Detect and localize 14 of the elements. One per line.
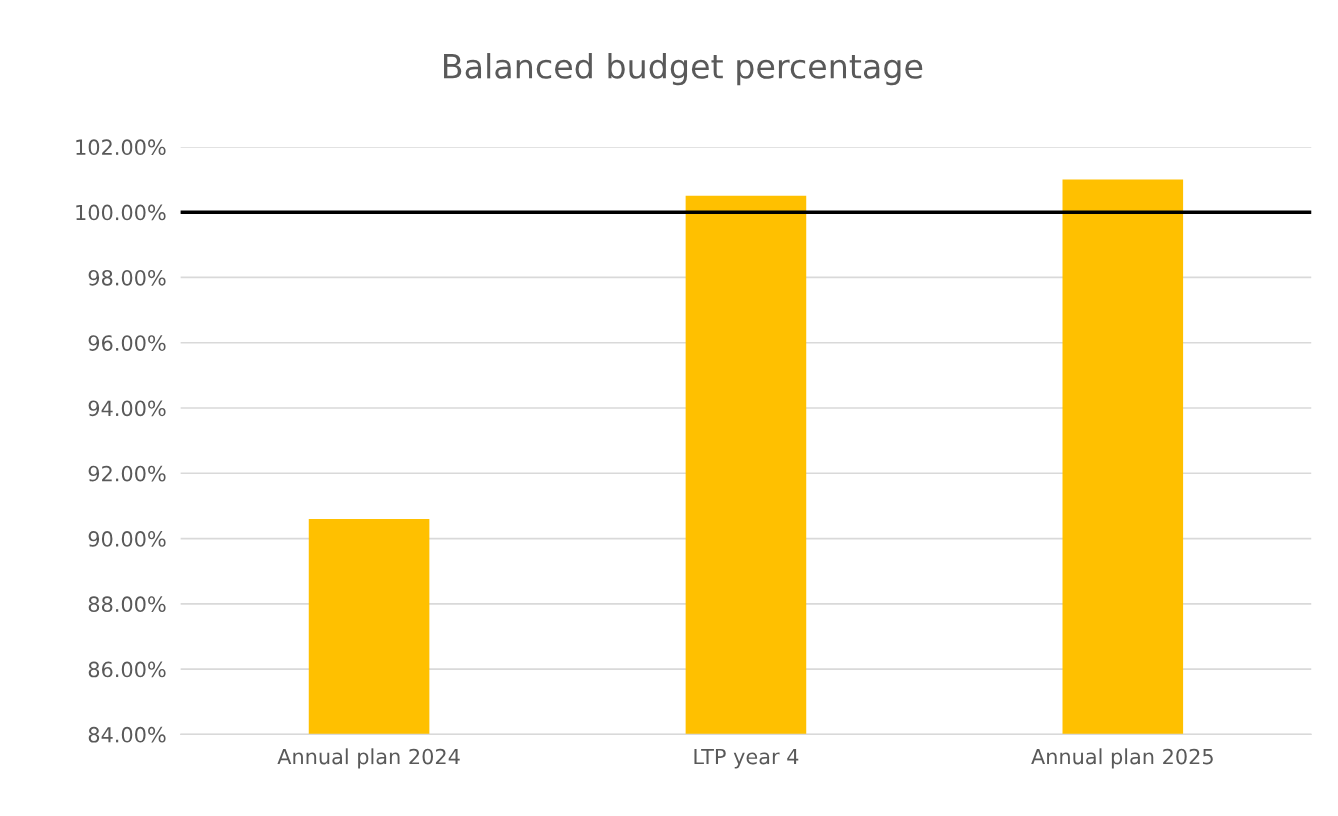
x-tick-label: Annual plan 2024	[277, 748, 460, 769]
x-tick-label: LTP year 4	[694, 748, 799, 769]
y-tick-label: 102.00%	[76, 139, 166, 156]
y-tick-label: 88.00%	[88, 596, 166, 613]
y-tick-label: 98.00%	[88, 269, 166, 286]
y-tick-label: 86.00%	[88, 661, 166, 678]
y-tick-label: 96.00%	[88, 335, 166, 351]
x-tick-label: Annual plan 2025	[1031, 748, 1213, 769]
chart-title: Balanced budget percentage	[444, 53, 923, 86]
y-tick-label: 90.00%	[88, 531, 166, 547]
y-tick-label: 84.00%	[88, 726, 166, 743]
y-tick-label: 100.00%	[76, 204, 166, 221]
y-tick-label: 92.00%	[88, 465, 166, 482]
y-tick-label: 94.00%	[88, 400, 166, 417]
